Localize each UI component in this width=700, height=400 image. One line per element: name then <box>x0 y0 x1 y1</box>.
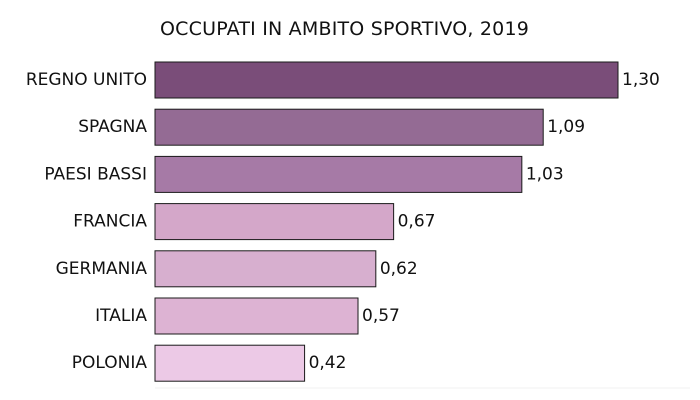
data-label: 0,57 <box>362 306 400 326</box>
data-label: 1,03 <box>526 164 564 184</box>
bar <box>154 155 523 193</box>
bar <box>154 250 377 288</box>
chart-title: OCCUPATI IN AMBITO SPORTIVO, 2019 <box>160 18 530 40</box>
bar <box>154 108 544 146</box>
data-label: 0,42 <box>309 353 347 373</box>
data-label: 1,30 <box>622 70 660 90</box>
category-label: POLONIA <box>72 353 148 373</box>
category-label: SPAGNA <box>78 117 147 137</box>
bar <box>154 297 359 335</box>
data-label: 0,62 <box>380 259 418 279</box>
bar <box>154 61 619 99</box>
data-label: 1,09 <box>547 117 585 137</box>
category-label: PAESI BASSI <box>44 164 147 184</box>
bar <box>154 344 306 382</box>
bar <box>154 203 395 241</box>
data-label: 0,67 <box>398 212 436 232</box>
category-label: GERMANIA <box>56 259 148 279</box>
category-label: REGNO UNITO <box>26 70 147 90</box>
category-label: FRANCIA <box>73 212 147 232</box>
category-label: ITALIA <box>95 306 147 326</box>
